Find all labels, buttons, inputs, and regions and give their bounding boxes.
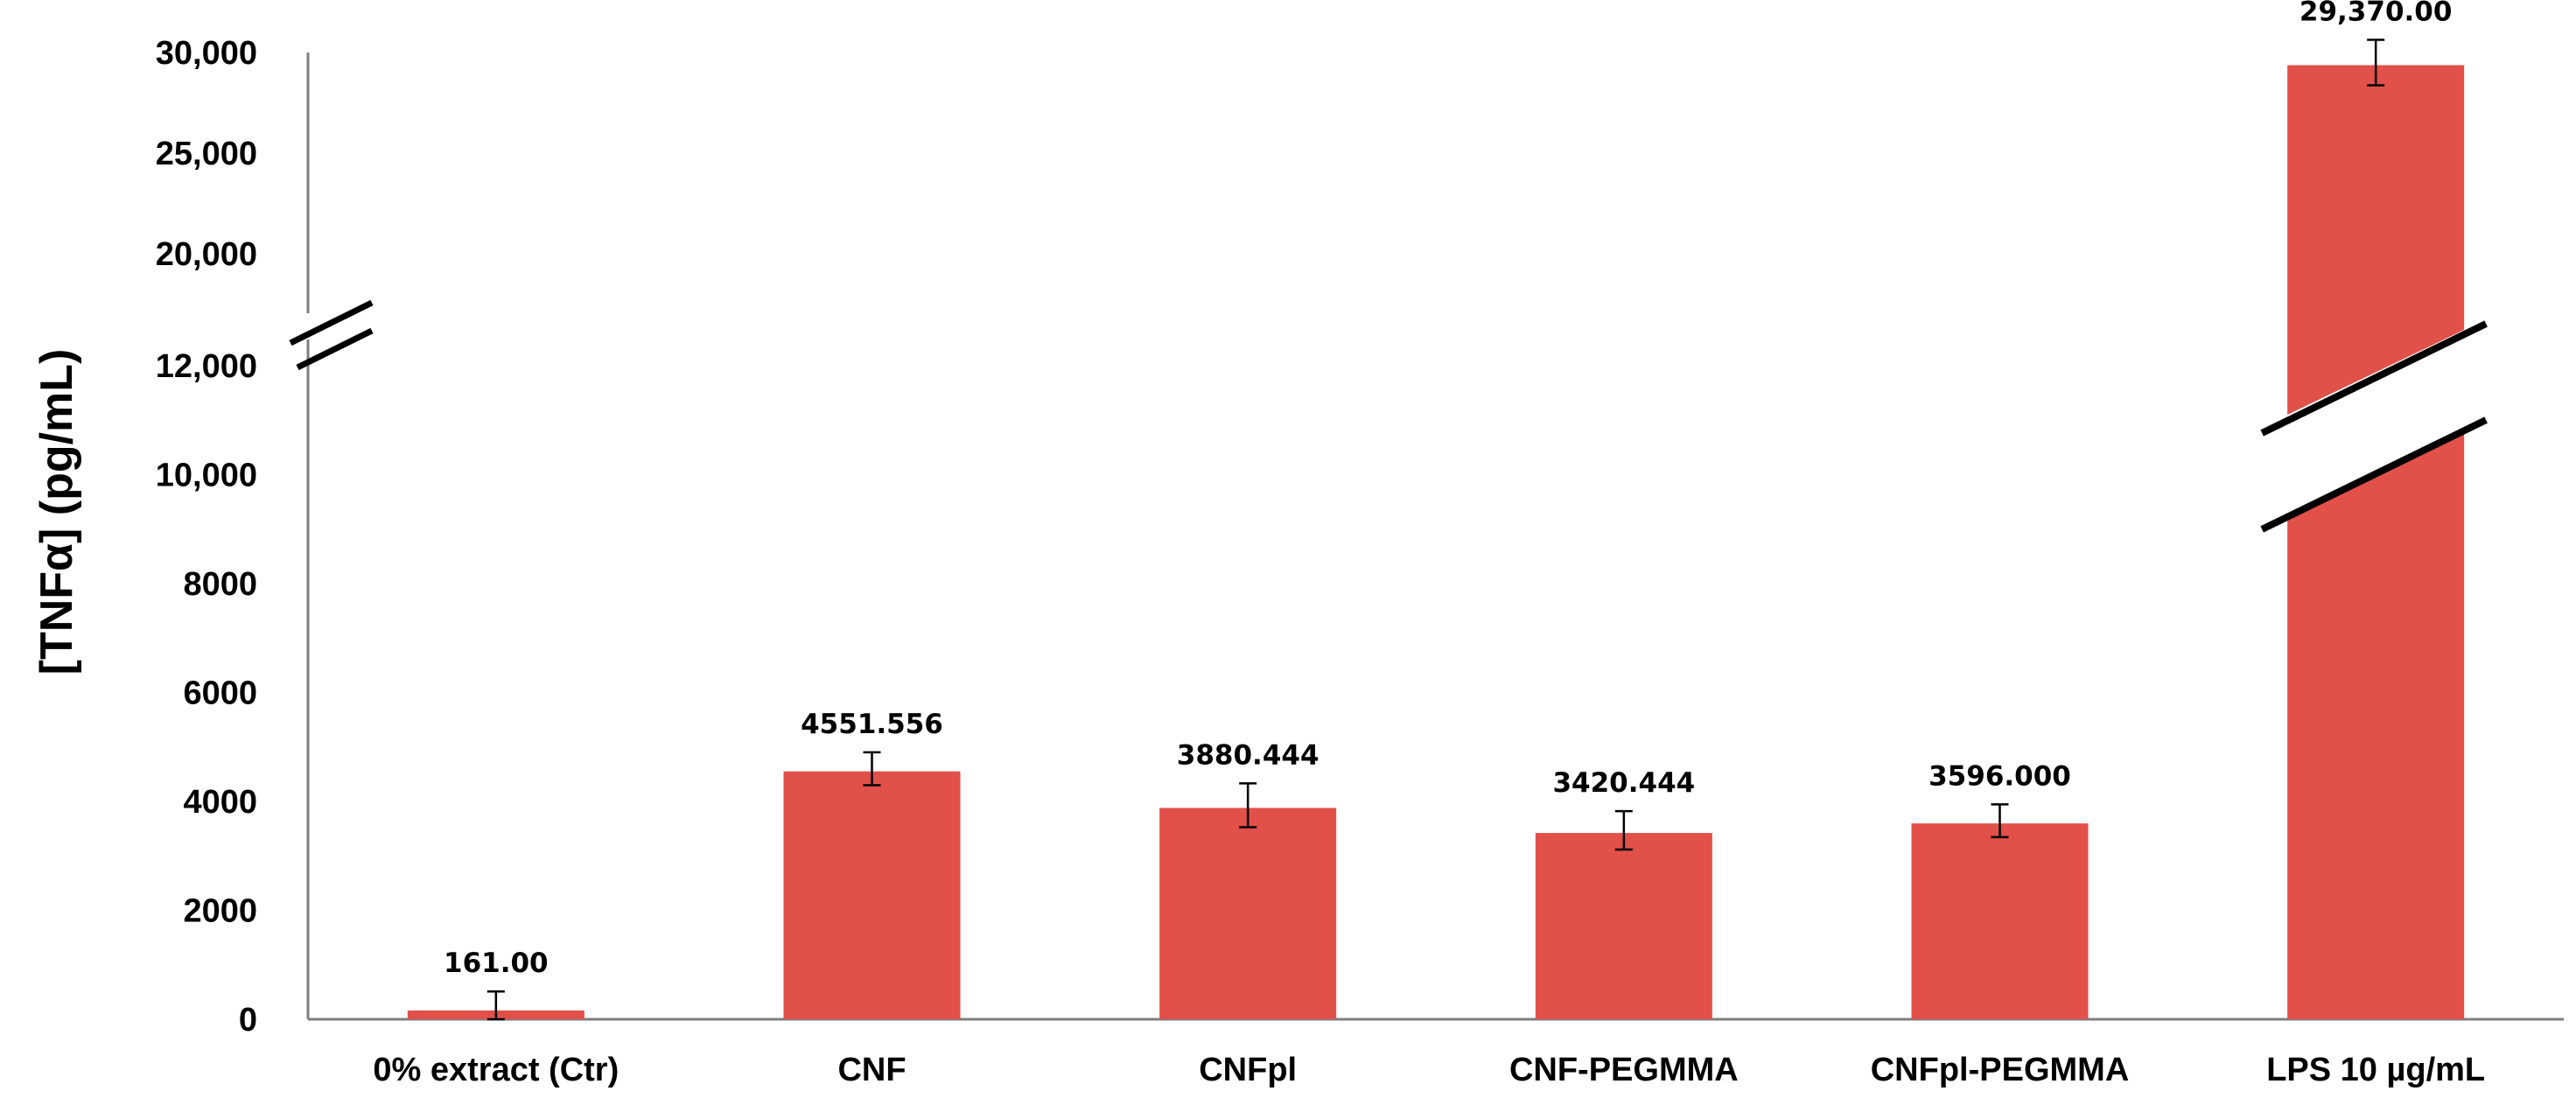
data-labels: 161.00 4551.556 3880.444 3420.444 3596.000 29… [444,0,2452,979]
y-tick-label: 0 [239,1002,257,1039]
bar-break-mark [2260,320,2488,437]
data-label-lps-10-g-ml: 29,370.00 [2300,0,2453,28]
y-axis-break-mark [289,299,374,346]
y-tick-label: 8000 [183,566,257,603]
category-label-lps-10-g-ml: LPS 10 µg/mL [2266,1052,2485,1088]
data-label-0-extract-ctr: 161.00 [444,948,549,979]
y-tick-label: 4000 [183,784,257,821]
category-label-cnf: CNF [837,1052,906,1088]
category-label-0-extract-ctr: 0% extract (Ctr) [373,1052,619,1088]
y-tick-label: 10,000 [156,458,257,494]
bar-break-gap [2262,318,2490,528]
y-axis-ticks: 0 2000 4000 6000 8000 10,000 12,000 20,000 25,00… [156,35,257,1039]
bars [407,65,2465,1020]
y-tick-label: 2000 [183,893,257,930]
error-bars [486,38,2385,1021]
axis-break-marks [289,299,2490,533]
bar-cnf-pegmma [1535,833,1712,1019]
y-axis-break-mark [296,327,374,371]
data-label-cnfpl: 3880.444 [1177,739,1320,771]
category-label-cnfpl-pegmma: CNFpl-PEGMMA [1871,1052,2130,1088]
y-tick-label: 25,000 [156,136,257,172]
category-labels: 0% extract (Ctr) CNF CNFpl CNF-PEGMMA CNFpl-… [373,1052,2485,1088]
category-label-cnfpl: CNFpl [1199,1052,1297,1088]
y-tick-label: 20,000 [156,236,257,273]
y-tick-label: 30,000 [156,35,257,72]
data-label-cnf-pegmma: 3420.444 [1552,767,1695,799]
y-axis-title: [TNFα] (pg/mL) [32,349,82,675]
bar-cnfpl [1159,808,1337,1019]
y-tick-label: 12,000 [156,348,257,385]
data-label-cnfpl-pegmma: 3596.000 [1928,760,2071,792]
category-label-cnf-pegmma: CNF-PEGMMA [1509,1052,1739,1088]
bar-cnf [783,771,961,1019]
bar-lps-10-g-ml [2287,65,2465,1020]
bar-cnfpl-pegmma [1911,823,2089,1019]
bar-break-mark [2260,416,2488,533]
data-label-cnf: 4551.556 [801,709,943,740]
y-tick-label: 6000 [183,675,257,712]
